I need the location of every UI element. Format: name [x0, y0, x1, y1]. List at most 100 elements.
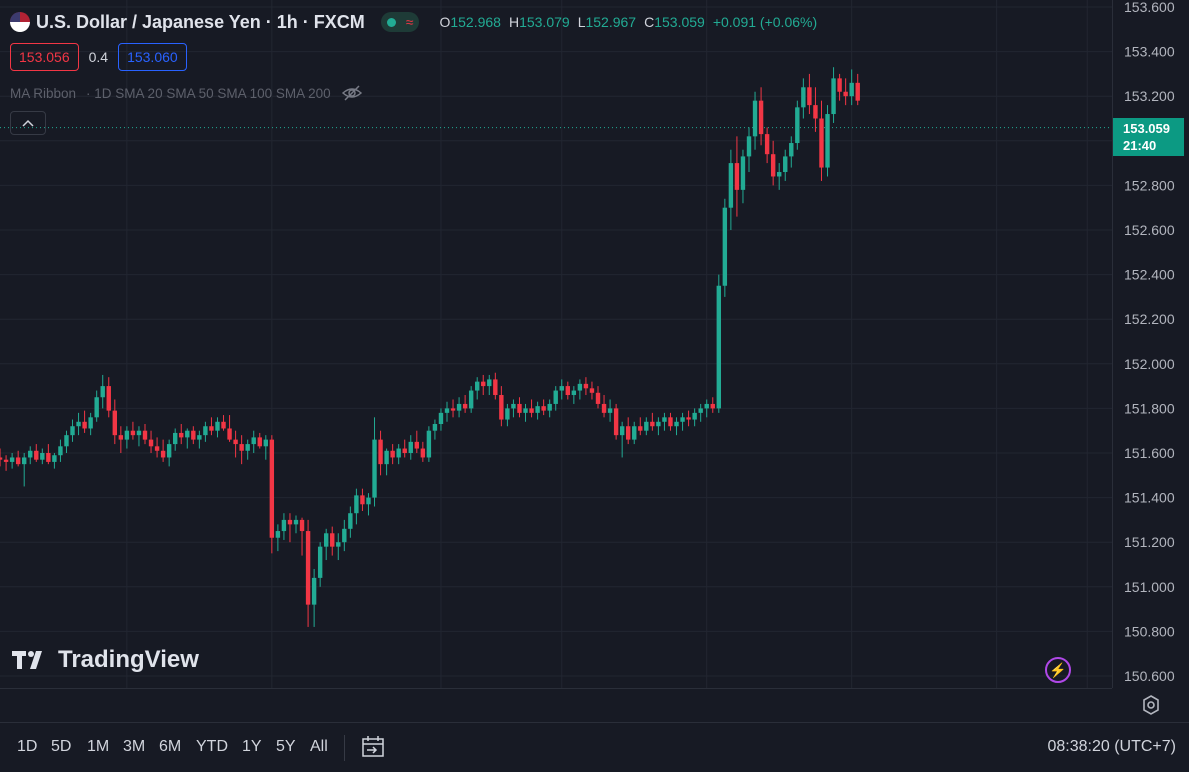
price-tick-label: 151.800 — [1124, 400, 1175, 416]
candle-body-down — [148, 439, 154, 447]
candle-body-up — [456, 403, 462, 411]
candlestick-chart[interactable]: 153.600153.400153.200153.000152.800152.6… — [0, 0, 1189, 688]
candle-body-up — [70, 426, 75, 436]
range-button-5d[interactable]: 5D — [51, 738, 72, 755]
price-tick-label: 153.600 — [1124, 0, 1175, 15]
candle-body-up — [825, 114, 830, 168]
candle-body-up — [783, 156, 788, 173]
candle-body-up — [336, 542, 341, 547]
bar-countdown: 21:40 — [1123, 138, 1157, 153]
ohlc-close: 153.059 — [654, 14, 705, 30]
candle-body-up — [644, 421, 649, 431]
tradingview-logo-icon — [12, 651, 42, 669]
candle-body-down — [819, 118, 824, 168]
candle-body-down — [0, 457, 3, 460]
candle-body-down — [450, 408, 456, 411]
candle-body-down — [330, 533, 335, 547]
candle-body-up — [619, 426, 625, 436]
gear-icon[interactable] — [1140, 694, 1162, 716]
price-tick-label: 151.400 — [1124, 490, 1175, 506]
range-button-5y[interactable]: 5Y — [276, 738, 296, 755]
range-button-3m[interactable]: 3M — [123, 738, 146, 755]
toolbar-divider — [344, 735, 345, 761]
candle-body-up — [505, 408, 510, 420]
candle-body-up — [432, 424, 438, 431]
candle-body-down — [626, 426, 631, 440]
price-axis[interactable] — [1112, 0, 1189, 688]
price-tick-label: 151.000 — [1124, 579, 1175, 595]
range-button-1y[interactable]: 1Y — [242, 738, 262, 755]
ohlc-close-key: C — [644, 14, 655, 30]
eye-hidden-icon[interactable] — [341, 84, 363, 102]
candle-body-down — [650, 421, 655, 427]
chart-area[interactable]: 153.600153.400153.200153.000152.800152.6… — [0, 0, 1175, 688]
tradingview-logo[interactable]: TradingView — [12, 646, 199, 674]
candle-body-down — [541, 406, 546, 411]
range-button-ytd[interactable]: YTD — [196, 738, 228, 755]
candle-body-up — [849, 82, 854, 97]
range-button-6m[interactable]: 6M — [159, 738, 182, 755]
candle-body-down — [420, 448, 426, 458]
candle-body-up — [487, 379, 492, 387]
candle-body-down — [764, 134, 770, 155]
calendar-goto-icon[interactable] — [360, 734, 386, 760]
candle-body-up — [185, 430, 190, 438]
lightning-icon[interactable]: ⚡ — [1045, 657, 1071, 683]
candle-body-down — [112, 410, 117, 436]
market-status-badge[interactable]: ≈ — [380, 12, 420, 32]
price-tick-label: 150.600 — [1124, 668, 1175, 684]
candle-body-down — [529, 408, 534, 413]
indicator-name[interactable]: MA Ribbon — [10, 85, 77, 101]
candle-body-down — [668, 417, 673, 427]
candle-body-up — [22, 457, 27, 465]
time-axis[interactable] — [0, 688, 1112, 722]
candle-body-down — [499, 395, 504, 420]
chevron-up-icon — [22, 119, 34, 127]
candle-body-up — [275, 531, 281, 538]
candle-body-down — [34, 450, 39, 460]
candle-body-up — [795, 107, 800, 144]
ohlc-values: O152.968 H153.079 L152.967 C153.059 +0.0… — [439, 14, 817, 30]
candle-body-down — [160, 450, 166, 458]
price-tick-label: 153.400 — [1124, 44, 1175, 60]
range-button-1m[interactable]: 1M — [87, 738, 110, 755]
symbol-title[interactable]: U.S. Dollar / Japanese Yen · 1h · FXCM — [36, 11, 365, 32]
timezone-clock[interactable]: 08:38:20 (UTC+7) — [1047, 738, 1176, 755]
candle-body-down — [118, 435, 124, 440]
candle-body-down — [46, 453, 51, 462]
candle-body-down — [221, 421, 226, 429]
candle-body-down — [106, 386, 111, 411]
collapse-legend-button[interactable] — [10, 111, 46, 135]
candle-body-up — [372, 439, 377, 498]
spread-value: 0.4 — [88, 49, 109, 65]
candle-body-up — [728, 163, 734, 208]
sell-button[interactable]: 153.056 — [10, 43, 79, 71]
candle-body-up — [553, 390, 558, 404]
ohlc-low: 152.967 — [585, 14, 637, 30]
candle-body-up — [197, 435, 202, 440]
market-open-icon — [386, 17, 396, 27]
candle-body-up — [468, 390, 474, 409]
ohlc-high-key: H — [508, 14, 520, 30]
candle-body-down — [686, 417, 691, 420]
candle-body-up — [324, 533, 329, 547]
candle-body-up — [317, 546, 323, 578]
candle-body-up — [215, 421, 220, 431]
indicator-params: · 1D SMA 20 SMA 50 SMA 100 SMA 200 — [86, 85, 331, 101]
last-price-label: 153.059 21:40 — [1113, 118, 1184, 156]
price-tick-label: 152.200 — [1124, 311, 1175, 327]
candle-body-down — [807, 87, 812, 106]
indicator-legend[interactable]: MA Ribbon · 1D SMA 20 SMA 50 SMA 100 SMA… — [10, 84, 363, 102]
candle-body-up — [674, 421, 679, 427]
buy-button[interactable]: 153.060 — [118, 43, 187, 71]
candle-body-down — [583, 383, 589, 389]
candle-body-up — [511, 403, 516, 409]
price-tick-label: 153.200 — [1124, 88, 1175, 104]
candle-body-down — [481, 381, 486, 387]
candle-body-up — [354, 495, 359, 514]
candle-body-down — [758, 100, 764, 135]
candle-body-up — [40, 453, 45, 460]
range-button-all[interactable]: All — [310, 738, 328, 755]
candle-body-up — [251, 437, 256, 445]
range-button-1d[interactable]: 1D — [17, 738, 38, 755]
